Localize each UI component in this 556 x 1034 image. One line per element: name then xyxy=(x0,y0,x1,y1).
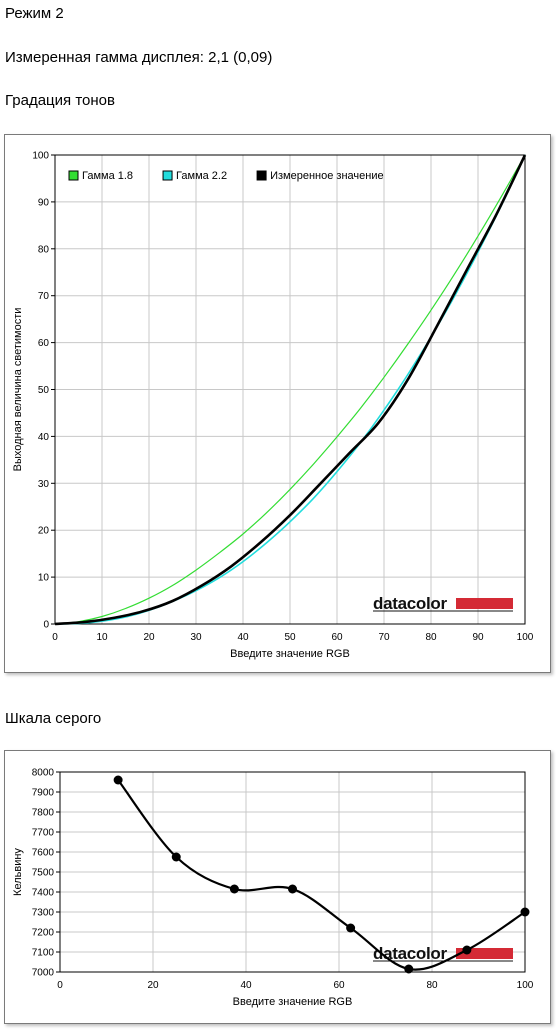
x-tick-label: 100 xyxy=(517,980,534,991)
y-tick-label: 7200 xyxy=(32,928,55,939)
legend-label-0: Гамма 1.8 xyxy=(82,170,133,182)
y-tick-label: 7300 xyxy=(32,908,55,919)
y-tick-label: 7700 xyxy=(32,828,55,839)
data-point-marker xyxy=(346,923,356,933)
measured-gamma-text: Измеренная гамма дисплея: 2,1 (0,09) xyxy=(5,49,273,66)
y-tick-label: 7400 xyxy=(32,888,55,899)
y-tick-label: 7900 xyxy=(32,788,55,799)
y-tick-label: 7100 xyxy=(32,948,55,959)
y-tick-label: 7500 xyxy=(32,868,55,879)
legend-swatch-1 xyxy=(162,170,173,181)
grayscale-chart: 0 20 40 60 80 100 7000 7100 7200 7300 7400 7500 7600… xyxy=(12,768,534,1009)
grayscale-panel: 0 20 40 60 80 100 7000 7100 7200 7300 7400 7500 7600… xyxy=(4,750,551,1024)
series-line-0 xyxy=(54,154,526,625)
x-tick-label: 20 xyxy=(147,980,159,991)
data-point-marker xyxy=(113,775,123,785)
x-tick-label: 60 xyxy=(331,632,343,643)
y-tick-label: 8000 xyxy=(32,768,55,779)
tone-response-chart: 0 10 20 30 40 50 60 70 80 90 100 0 10 20 30 40 50 60 70 80 9… xyxy=(12,151,534,661)
x-tick-label: 40 xyxy=(237,632,249,643)
data-point-marker xyxy=(404,964,414,974)
grayscale-heading: Шкала серого xyxy=(5,710,102,727)
x-tick-label: 60 xyxy=(333,980,345,991)
data-point-marker xyxy=(288,884,297,894)
x-axis-title: Введите значение RGB xyxy=(233,996,353,1008)
y-tick-label: 40 xyxy=(38,432,50,443)
x-tick-label: 80 xyxy=(426,980,438,991)
y-tick-label: 30 xyxy=(38,479,50,490)
y-tick-label: 90 xyxy=(38,197,50,208)
x-tick-label: 90 xyxy=(472,632,484,643)
data-point-marker xyxy=(229,884,239,894)
datacolor-logo-bar xyxy=(456,948,513,959)
legend-label-2: Измеренное значение xyxy=(270,170,384,182)
x-tick-label: 0 xyxy=(57,980,63,991)
tone-response-heading: Градация тонов xyxy=(5,92,115,109)
y-tick-label: 70 xyxy=(38,291,50,302)
x-tick-label: 20 xyxy=(143,632,155,643)
datacolor-logo-text: datacolor xyxy=(373,944,448,963)
mode-title: Режим 2 xyxy=(5,5,64,22)
x-tick-label: 100 xyxy=(517,632,534,643)
y-tick-label: 20 xyxy=(38,526,50,537)
y-tick-label: 60 xyxy=(38,338,50,349)
legend-swatch-2 xyxy=(256,170,267,181)
y-tick-label: 50 xyxy=(38,385,50,396)
datacolor-logo-bar xyxy=(456,598,513,609)
y-tick-label: 0 xyxy=(43,620,49,631)
data-point-marker xyxy=(171,852,181,862)
x-tick-label: 80 xyxy=(425,632,437,643)
x-tick-label: 10 xyxy=(96,632,108,643)
x-tick-label: 40 xyxy=(240,980,252,991)
legend-swatch-0 xyxy=(68,170,79,181)
data-point-marker xyxy=(462,945,472,955)
x-tick-label: 50 xyxy=(284,632,296,643)
y-tick-label: 100 xyxy=(32,151,49,162)
plot-frame xyxy=(54,154,526,625)
y-axis-title: Выходная величина светимости xyxy=(12,308,24,472)
y-tick-label: 80 xyxy=(38,244,50,255)
x-axis-title: Введите значение RGB xyxy=(230,648,350,660)
x-tick-label: 70 xyxy=(378,632,390,643)
y-tick-label: 10 xyxy=(38,573,50,584)
datacolor-logo-text: datacolor xyxy=(373,594,448,613)
tone-response-panel: 0 10 20 30 40 50 60 70 80 90 100 0 10 20 30 40 50 60 70 80 9… xyxy=(4,134,551,673)
series-line-2 xyxy=(54,154,527,626)
y-tick-label: 7000 xyxy=(32,968,55,979)
plot-frame xyxy=(59,771,526,973)
y-tick-label: 7600 xyxy=(32,848,55,859)
y-tick-label: 7800 xyxy=(32,808,55,819)
data-point-marker xyxy=(520,907,530,917)
x-tick-label: 0 xyxy=(52,632,58,643)
y-axis-title: Кельвину xyxy=(12,848,24,896)
x-tick-label: 30 xyxy=(190,632,202,643)
legend-label-1: Гамма 2.2 xyxy=(176,170,227,182)
